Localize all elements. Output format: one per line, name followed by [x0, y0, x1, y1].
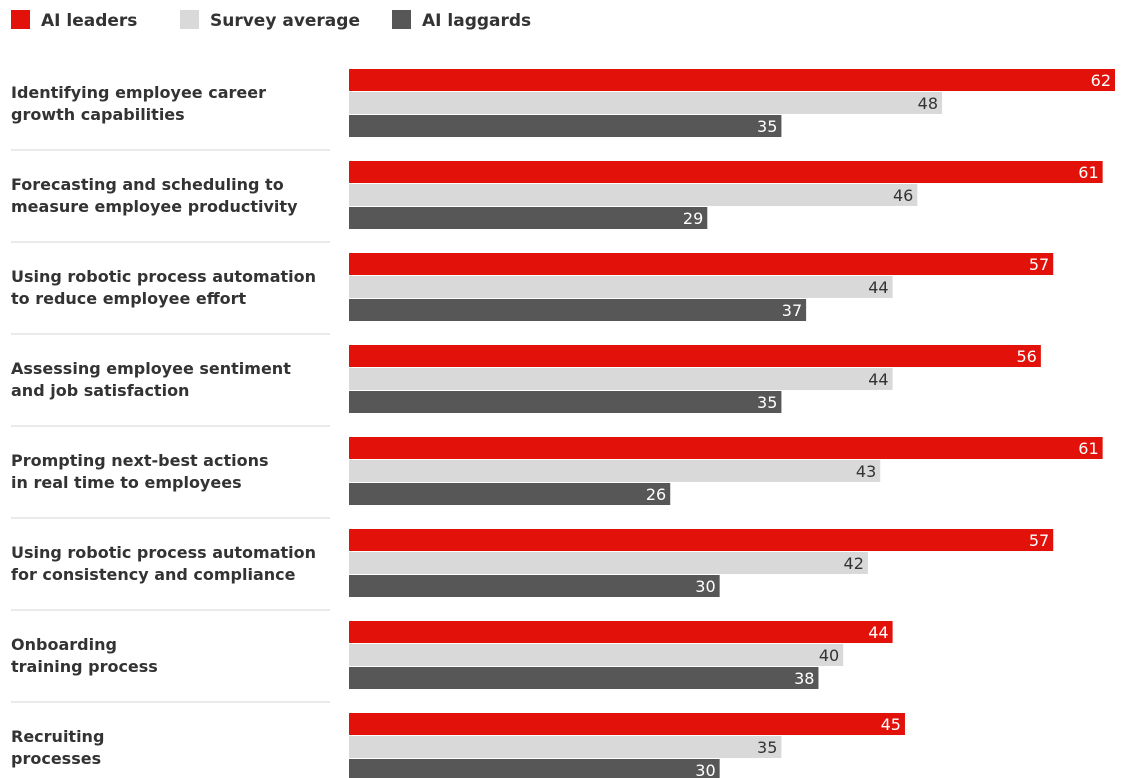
- bar: [349, 161, 1103, 183]
- data-label: 61: [1078, 163, 1098, 182]
- data-label: 30: [695, 761, 715, 778]
- category-label-line: Forecasting and scheduling to: [11, 175, 284, 194]
- legend-label-survey-average: Survey average: [210, 11, 360, 31]
- category-label-line: Identifying employee career: [11, 83, 266, 102]
- bar: [349, 299, 807, 321]
- category-label: Recruiting processes: [11, 727, 104, 768]
- data-label: 35: [757, 393, 777, 412]
- bar: [349, 115, 782, 137]
- bar: [349, 575, 720, 597]
- legend-label-ai-laggards: AI laggards: [422, 11, 531, 31]
- category-label-line: processes: [11, 749, 101, 768]
- category-label-line: Using robotic process automation: [11, 543, 316, 562]
- category-label-line: Assessing employee sentiment: [11, 359, 291, 378]
- data-label: 61: [1078, 439, 1098, 458]
- bar: [349, 92, 943, 114]
- category-label: Using robotic process automation to reduc…: [11, 267, 316, 308]
- data-label: 43: [856, 462, 876, 481]
- category-label: Identifying employee career growth capabi…: [11, 83, 266, 124]
- category-label-line: to reduce employee effort: [11, 289, 247, 308]
- data-label: 56: [1017, 347, 1037, 366]
- bar: [349, 69, 1115, 91]
- data-label: 35: [757, 117, 777, 136]
- category-label-line: training process: [11, 657, 158, 676]
- data-label: 35: [757, 738, 777, 757]
- category-label: Onboarding training process: [11, 635, 158, 676]
- bar: [349, 552, 868, 574]
- data-label: 62: [1091, 71, 1111, 90]
- bar: [349, 759, 720, 778]
- category-label-line: growth capabilities: [11, 105, 185, 124]
- data-label: 38: [794, 669, 814, 688]
- category-label: Assessing employee sentiment and job sati…: [11, 359, 291, 400]
- data-label: 57: [1029, 531, 1049, 550]
- category-label-line: for consistency and compliance: [11, 565, 296, 584]
- bar: [349, 184, 918, 206]
- bar: [349, 621, 893, 643]
- bar: [349, 276, 893, 298]
- legend: AI leaders Survey average AI laggards: [11, 10, 531, 31]
- category-label-line: Recruiting: [11, 727, 104, 746]
- bar: [349, 368, 893, 390]
- bar: [349, 460, 881, 482]
- category-label: Using robotic process automation for cons…: [11, 543, 316, 584]
- category-label-line: Using robotic process automation: [11, 267, 316, 286]
- plot-area: Identifying employee career growth capabi…: [11, 69, 1115, 778]
- data-label: 46: [893, 186, 913, 205]
- data-label: 40: [819, 646, 839, 665]
- bar: [349, 736, 782, 758]
- bar: [349, 483, 671, 505]
- bar: [349, 644, 844, 666]
- data-label: 37: [782, 301, 802, 320]
- bar: [349, 437, 1103, 459]
- data-label: 42: [844, 554, 864, 573]
- data-label: 44: [868, 370, 888, 389]
- bar: [349, 713, 905, 735]
- bar: [349, 345, 1041, 367]
- category-label-line: and job satisfaction: [11, 381, 189, 400]
- legend-swatch-ai-leaders: [11, 10, 30, 29]
- data-label: 26: [646, 485, 666, 504]
- data-label: 45: [881, 715, 901, 734]
- category-label-line: measure employee productivity: [11, 197, 298, 216]
- bar: [349, 391, 782, 413]
- legend-label-ai-leaders: AI leaders: [41, 11, 137, 31]
- bar: [349, 207, 708, 229]
- data-label: 57: [1029, 255, 1049, 274]
- legend-swatch-survey-average: [180, 10, 199, 29]
- category-label-line: in real time to employees: [11, 473, 242, 492]
- data-label: 44: [868, 623, 888, 642]
- data-label: 30: [695, 577, 715, 596]
- data-label: 48: [918, 94, 938, 113]
- category-label-line: Onboarding: [11, 635, 117, 654]
- legend-swatch-ai-laggards: [392, 10, 411, 29]
- bar: [349, 667, 819, 689]
- data-label: 29: [683, 209, 703, 228]
- bar: [349, 253, 1054, 275]
- category-label: Prompting next-best actions in real time …: [11, 451, 269, 492]
- data-label: 44: [868, 278, 888, 297]
- category-label-line: Prompting next-best actions: [11, 451, 269, 470]
- category-label: Forecasting and scheduling to measure emp…: [11, 175, 298, 216]
- bar: [349, 529, 1054, 551]
